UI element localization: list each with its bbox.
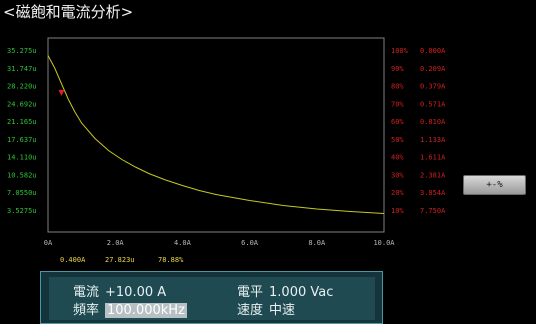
right-percent-tick: 70% <box>391 100 404 108</box>
y-tick-label: 14.110u <box>7 154 37 162</box>
x-tick-label: 6.0A <box>241 239 259 247</box>
right-current-tick: 0.571A <box>420 100 446 108</box>
y-tick-label: 31.747u <box>7 65 37 73</box>
speed-value: 中速 <box>269 303 296 318</box>
level-value: 1.000 Vac <box>269 285 334 300</box>
right-current-tick: 3.854A <box>420 189 446 197</box>
right-current-tick: 7.750A <box>420 207 446 215</box>
inductance-curve <box>47 55 385 214</box>
right-current-tick: 0.379A <box>420 83 446 91</box>
current-setting[interactable]: 電流 +10.00 A <box>73 281 166 300</box>
right-current-tick: 1.133A <box>420 136 446 144</box>
right-current-tick: 2.381A <box>420 171 446 179</box>
y-tick-label: 7.0550u <box>7 189 37 197</box>
right-percent-tick: 10% <box>391 207 404 215</box>
x-tick-label: 4.0A <box>174 239 192 247</box>
level-label: 電平 <box>237 285 264 300</box>
right-percent-tick: 80% <box>391 83 404 91</box>
saturation-chart: 35.275u 31.747u 28.220u 24.692u 21.165u 17.63… <box>7 37 446 247</box>
x-tick-label: 0A <box>44 239 53 247</box>
page-title: <磁飽和電流分析> <box>3 3 134 21</box>
y-tick-label: 21.165u <box>7 118 37 126</box>
cursor-marker <box>58 89 65 96</box>
level-setting[interactable]: 電平 1.000 Vac <box>237 281 333 300</box>
cursor-current: 0.400A <box>60 256 86 264</box>
right-percent-tick: 20% <box>391 189 404 197</box>
speed-label: 速度 <box>237 303 264 318</box>
x-tick-label: 8.0A <box>308 239 326 247</box>
frequency-setting[interactable]: 頻率 100.000kHz <box>73 299 187 318</box>
right-percent-tick: 30% <box>391 171 404 179</box>
cursor-percent: 78.88% <box>158 256 184 264</box>
right-current-tick: 0.810A <box>420 118 446 126</box>
right-percent-tick: 100% <box>391 47 409 55</box>
right-percent-tick: 60% <box>391 118 404 126</box>
right-percent-tick: 90% <box>391 65 404 73</box>
percent-toggle-button[interactable]: +-% <box>463 175 526 195</box>
current-label: 電流 <box>73 285 100 300</box>
speed-setting[interactable]: 速度 中速 <box>237 299 295 318</box>
cursor-inductance: 27.823u <box>105 256 135 264</box>
current-value: +10.00 A <box>105 285 167 300</box>
y-tick-label: 3.5275u <box>7 207 37 215</box>
y-tick-label: 24.692u <box>7 100 37 108</box>
frequency-value[interactable]: 100.000kHz <box>105 303 187 318</box>
y-tick-label: 17.637u <box>7 136 37 144</box>
y-tick-label: 28.220u <box>7 83 37 91</box>
y-tick-label: 35.275u <box>7 47 37 55</box>
measurement-panel: 電流 +10.00 A 電平 1.000 Vac 頻率 100.000kHz 速度 中速 <box>40 271 383 324</box>
frequency-label: 頻率 <box>73 303 100 318</box>
x-tick-label: 10.0A <box>373 239 395 247</box>
measurement-panel-inner: 電流 +10.00 A 電平 1.000 Vac 頻率 100.000kHz 速度 中速 <box>49 277 375 320</box>
right-current-tick: 0.000A <box>420 47 446 55</box>
right-percent-tick: 40% <box>391 154 404 162</box>
plot-frame <box>47 37 385 233</box>
x-tick-label: 2.0A <box>107 239 125 247</box>
y-tick-label: 10.582u <box>7 171 37 179</box>
right-percent-tick: 50% <box>391 136 404 144</box>
right-current-tick: 1.611A <box>420 154 446 162</box>
right-current-tick: 0.209A <box>420 65 446 73</box>
